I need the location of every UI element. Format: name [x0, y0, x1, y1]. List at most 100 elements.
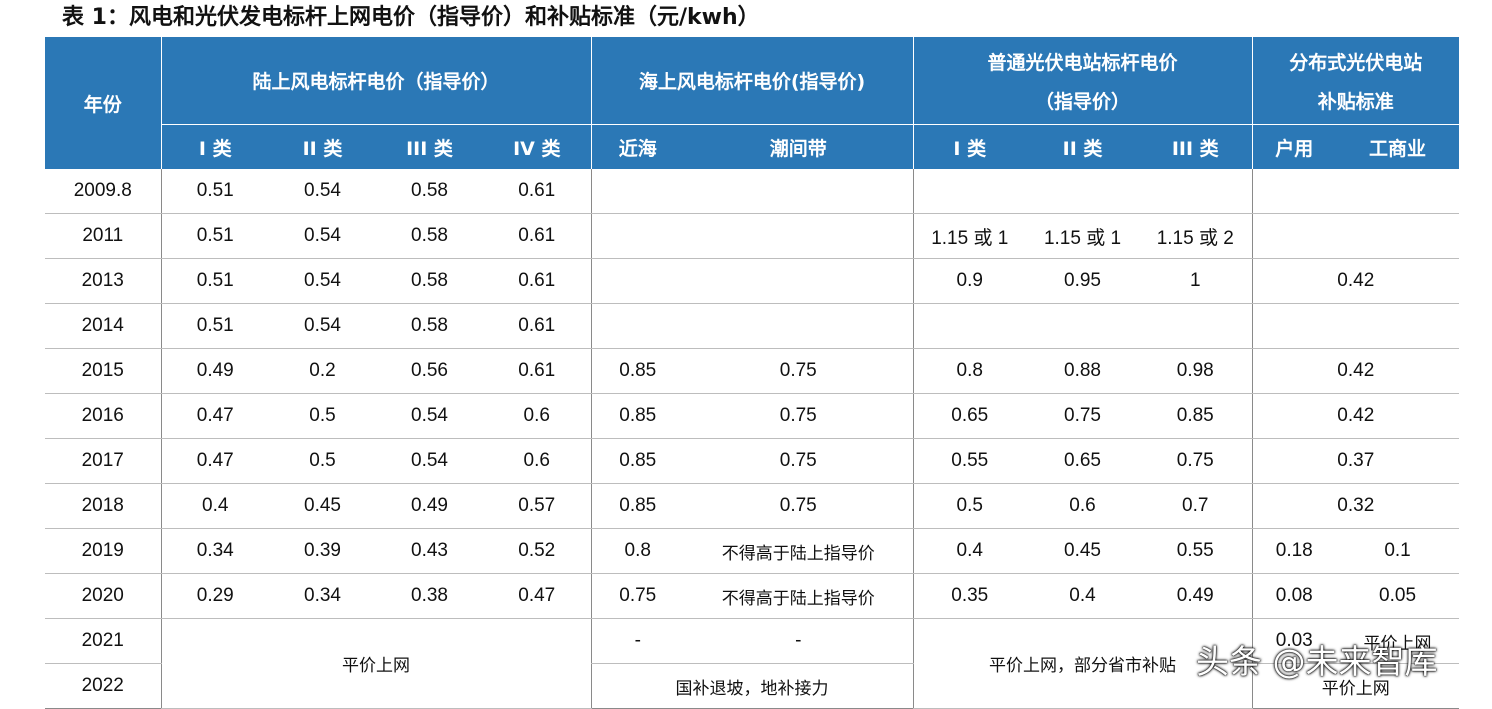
- value-cell: 不得高于陆上指导价: [684, 573, 914, 619]
- value-cell: [1026, 169, 1140, 214]
- year-cell: 2021: [45, 618, 161, 664]
- value-cell: [912, 303, 1027, 349]
- value-cell: [1251, 303, 1460, 349]
- year-cell: 2019: [45, 528, 161, 574]
- value-cell: [684, 169, 914, 214]
- value-cell: 0.1: [1336, 528, 1460, 574]
- value-cell: 0.43: [376, 528, 483, 574]
- value-cell: 1.15 或 1: [1026, 213, 1140, 259]
- value-cell: 0.55: [912, 438, 1027, 484]
- value-cell: 0.54: [269, 213, 376, 259]
- value-cell: 0.47: [160, 393, 269, 439]
- value-cell: 0.75: [1139, 438, 1253, 484]
- header-offshore-wind: 海上风电标杆电价(指导价): [590, 37, 914, 125]
- table-row: 2015 0.49 0.2 0.56 0.61 0.85 0.75 0.8 0.…: [45, 348, 1460, 394]
- value-cell: 0.4: [912, 528, 1027, 574]
- value-cell: [1026, 303, 1140, 349]
- value-cell: 0.98: [1139, 348, 1253, 394]
- value-cell: 0.5: [269, 393, 376, 439]
- value-cell: 0.08: [1251, 573, 1337, 619]
- subheader-cell: 近海: [590, 124, 685, 169]
- year-cell: 2017: [45, 438, 161, 484]
- value-cell: 0.51: [160, 169, 269, 214]
- value-cell: [684, 303, 914, 349]
- value-cell: 0.4: [160, 483, 269, 529]
- value-cell: [912, 169, 1027, 214]
- value-cell: 0.8: [590, 528, 685, 574]
- value-cell: [684, 213, 914, 259]
- year-cell: 2020: [45, 573, 161, 619]
- value-cell: 0.49: [1139, 573, 1253, 619]
- value-cell: 0.29: [160, 573, 269, 619]
- subheader-cell: IV 类: [483, 124, 592, 169]
- value-cell: [1139, 303, 1253, 349]
- table-row: 2020 0.29 0.34 0.38 0.47 0.75 不得高于陆上指导价 …: [45, 573, 1460, 619]
- subheader-cell: I 类: [912, 124, 1027, 169]
- value-cell: 1.15 或 1: [912, 213, 1027, 259]
- value-cell: 0.58: [376, 258, 483, 304]
- value-cell: 0.8: [912, 348, 1027, 394]
- value-cell: 0.58: [376, 303, 483, 349]
- year-cell: 2014: [45, 303, 161, 349]
- value-cell: 0.95: [1026, 258, 1140, 304]
- value-cell: [684, 258, 914, 304]
- value-cell: [590, 169, 685, 214]
- value-cell: 0.75: [684, 393, 914, 439]
- header-dist-line1: 分布式光伏电站: [1289, 51, 1423, 74]
- subheader-cell: I 类: [160, 124, 269, 169]
- value-cell: [1251, 213, 1460, 259]
- value-cell: [590, 303, 685, 349]
- value-cell: 0.75: [1026, 393, 1140, 439]
- value-cell: -: [684, 618, 914, 664]
- value-cell: 0.39: [269, 528, 376, 574]
- value-cell: 0.18: [1251, 528, 1337, 574]
- value-cell: 0.85: [1139, 393, 1253, 439]
- header-distributed-pv: 分布式光伏电站 补贴标准: [1251, 37, 1460, 125]
- table-row: 2009.8 0.51 0.54 0.58 0.61: [45, 169, 1460, 214]
- value-cell: -: [590, 618, 685, 664]
- value-cell: 0.65: [912, 393, 1027, 439]
- year-cell: 2009.8: [45, 169, 161, 214]
- value-cell: 0.49: [160, 348, 269, 394]
- value-cell: 0.34: [160, 528, 269, 574]
- value-cell: 不得高于陆上指导价: [684, 528, 914, 574]
- subheader-cell: 潮间带: [684, 124, 914, 169]
- subheader-cell: II 类: [1026, 124, 1140, 169]
- value-cell: 0.6: [483, 393, 592, 439]
- wind-merged-cell: 平价上网: [160, 618, 592, 709]
- year-cell: 2011: [45, 213, 161, 259]
- value-cell: 0.88: [1026, 348, 1140, 394]
- header-onshore-wind: 陆上风电标杆电价（指导价）: [160, 37, 592, 125]
- value-cell: [590, 258, 685, 304]
- value-cell: 0.58: [376, 169, 483, 214]
- value-cell: 0.45: [1026, 528, 1140, 574]
- value-cell: 0.9: [912, 258, 1027, 304]
- value-cell: 0.38: [376, 573, 483, 619]
- subheader-cell: 工商业: [1336, 124, 1460, 169]
- value-cell: 0.5: [269, 438, 376, 484]
- value-cell: 平价上网: [1336, 618, 1460, 664]
- year-cell: 2018: [45, 483, 161, 529]
- pv-merged-cell: 平价上网，部分省市补贴: [912, 618, 1253, 709]
- value-cell: 0.42: [1251, 348, 1460, 394]
- year-cell: 2015: [45, 348, 161, 394]
- value-cell: 0.47: [483, 573, 592, 619]
- header-pv-line2: （指导价）: [1035, 90, 1131, 113]
- value-cell: 0.2: [269, 348, 376, 394]
- value-cell: 0.58: [376, 213, 483, 259]
- watermark: 头条 @未来智库: [1196, 642, 1438, 681]
- value-cell: 0.7: [1139, 483, 1253, 529]
- offshore-merged-cell: 国补退坡，地补接力: [590, 663, 914, 709]
- value-cell: 0.85: [590, 348, 685, 394]
- value-cell: 0.54: [376, 393, 483, 439]
- value-cell: 0.03: [1251, 618, 1337, 664]
- value-cell: 0.75: [590, 573, 685, 619]
- table-row: 2017 0.47 0.5 0.54 0.6 0.85 0.75 0.55 0.…: [45, 438, 1460, 484]
- table-row: 2016 0.47 0.5 0.54 0.6 0.85 0.75 0.65 0.…: [45, 393, 1460, 439]
- value-cell: 0.51: [160, 258, 269, 304]
- value-cell: 0.45: [269, 483, 376, 529]
- value-cell: 0.34: [269, 573, 376, 619]
- value-cell: [1251, 169, 1460, 214]
- value-cell: 0.35: [912, 573, 1027, 619]
- value-cell: 1.15 或 2: [1139, 213, 1253, 259]
